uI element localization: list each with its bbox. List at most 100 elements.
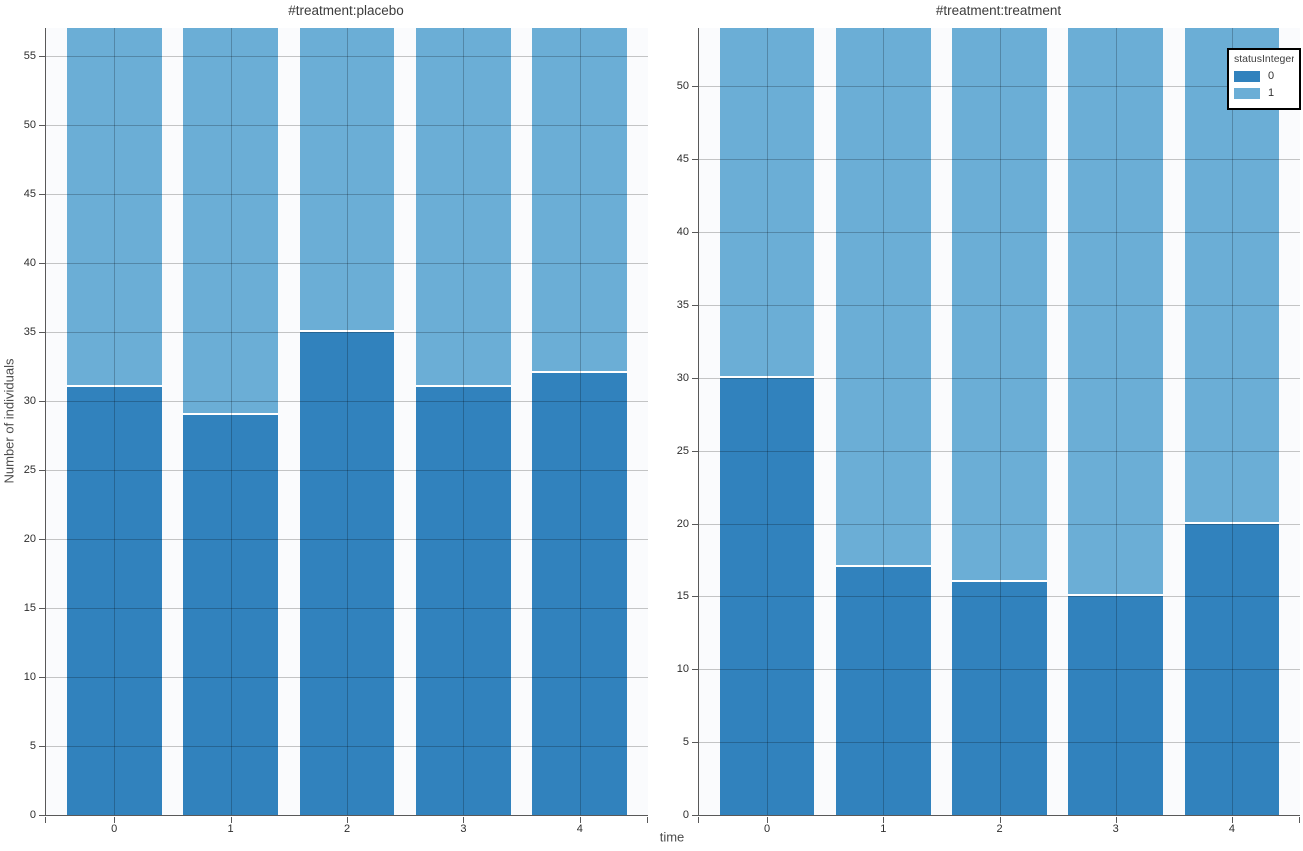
- bar-segment-status-1: [719, 28, 815, 378]
- y-axis-tick-label: 20: [676, 517, 689, 530]
- y-gridline: [699, 377, 1300, 379]
- y-gridline: [46, 538, 648, 540]
- bar-segment-status-1: [835, 28, 931, 568]
- legend: statusInteger 0 1: [1227, 48, 1301, 110]
- y-gridline: [699, 86, 1300, 88]
- y-gridline: [46, 124, 648, 126]
- facet-title-treatment: #treatment:treatment: [935, 3, 1062, 18]
- x-gridline: [463, 28, 465, 815]
- bar-segment-status-0: [415, 386, 511, 815]
- bar-segment-status-1: [1068, 28, 1164, 597]
- y-axis-tick: [691, 232, 698, 234]
- y-gridline: [46, 400, 648, 402]
- x-axis-tick-label: 2: [996, 823, 1003, 835]
- y-axis-tick-label: 35: [23, 325, 36, 338]
- x-gridline: [114, 28, 116, 815]
- x-axis-tick-label: 2: [343, 823, 351, 835]
- x-axis-end-tick: [1299, 816, 1300, 823]
- bar-segment-status-0: [952, 581, 1047, 815]
- x-axis-tick-label: 4: [576, 823, 583, 835]
- x-axis-tick: [579, 816, 581, 823]
- y-gridline: [699, 304, 1300, 306]
- y-axis-title: Number of individuals: [1, 358, 17, 484]
- x-gridline: [999, 28, 1001, 815]
- y-axis-tick: [38, 262, 45, 264]
- x-axis-tick: [463, 816, 465, 823]
- y-axis-tick: [38, 607, 45, 609]
- x-gridline: [883, 28, 885, 815]
- y-axis-tick-label: 55: [23, 49, 36, 62]
- facet-title-placebo: #treatment:placebo: [288, 3, 404, 18]
- x-axis-title: time: [659, 829, 685, 845]
- bar-segment-status-1: [415, 28, 511, 387]
- x-axis-tick: [1115, 816, 1117, 823]
- y-axis-tick-label: 5: [29, 739, 36, 752]
- bar-segment-status-0: [1184, 523, 1280, 815]
- bar-segment-status-1: [183, 28, 279, 415]
- legend-swatch-status-0-icon: [1234, 70, 1260, 82]
- y-axis-tick-label: 10: [676, 663, 689, 676]
- y-gridline: [699, 523, 1300, 525]
- y-axis-tick: [691, 596, 698, 598]
- x-gridline: [767, 28, 769, 815]
- y-axis-tick-label: 20: [23, 532, 36, 545]
- y-axis-tick-label: 50: [23, 118, 36, 131]
- x-gridline: [579, 28, 581, 815]
- y-axis-tick: [691, 523, 698, 525]
- legend-label-0: 0: [1268, 70, 1275, 82]
- x-axis-tick: [1231, 816, 1233, 823]
- y-gridline: [699, 669, 1300, 671]
- y-axis-tick-label: 0: [29, 809, 36, 821]
- x-axis-tick-label: 3: [1112, 823, 1119, 835]
- y-axis-tick: [691, 304, 698, 306]
- x-gridline: [1231, 28, 1233, 815]
- x-axis-tick-label: 1: [880, 823, 887, 835]
- bar-segment-status-1: [66, 28, 162, 387]
- y-axis-tick-label: 30: [23, 394, 36, 407]
- y-axis-tick: [691, 86, 698, 88]
- y-gridline: [46, 331, 648, 333]
- x-gridline: [230, 28, 232, 815]
- y-axis-tick-label: 45: [676, 153, 689, 166]
- y-axis-tick: [38, 469, 45, 471]
- y-gridline: [46, 193, 648, 195]
- y-axis-tick-label: 40: [23, 256, 36, 269]
- legend-title: statusInteger: [1234, 53, 1294, 65]
- bar-segment-status-0: [532, 373, 628, 815]
- bar-segment-status-1: [299, 28, 395, 332]
- y-axis-tick: [691, 450, 698, 452]
- y-axis-tick-label: 0: [682, 809, 689, 821]
- y-gridline: [46, 745, 648, 747]
- y-axis-tick-label: 25: [676, 444, 689, 457]
- y-gridline: [699, 596, 1300, 598]
- y-gridline: [699, 232, 1300, 234]
- x-gridline: [347, 28, 348, 815]
- y-axis-tick: [691, 159, 698, 161]
- y-gridline: [46, 55, 648, 57]
- y-axis-tick: [38, 815, 45, 816]
- y-axis-tick: [691, 815, 698, 816]
- legend-label-1: 1: [1268, 87, 1275, 99]
- bar-segment-status-0: [835, 567, 931, 815]
- y-gridline: [699, 450, 1300, 452]
- x-axis-end-tick: [44, 816, 46, 823]
- x-axis-tick-label: 4: [1228, 823, 1235, 835]
- y-axis-tick: [38, 538, 45, 540]
- bar-segment-status-1: [532, 28, 628, 374]
- y-axis-tick-label: 15: [23, 601, 36, 614]
- x-axis-tick: [883, 816, 885, 823]
- y-axis-tick-label: 40: [676, 226, 689, 239]
- y-gridline: [699, 159, 1300, 161]
- bar-segment-status-1: [952, 28, 1047, 582]
- y-axis-tick-label: 25: [23, 463, 36, 476]
- x-axis-tick-label: 1: [227, 823, 234, 835]
- x-axis-tick: [114, 816, 116, 823]
- y-axis-tick: [38, 124, 45, 126]
- y-gridline: [699, 742, 1300, 744]
- x-axis-tick-label: 0: [111, 823, 118, 835]
- y-axis-tick: [38, 55, 45, 57]
- plot-area-placebo: 0 5 10 15 20 25 30 35 40 45 50 55 0 1 2 3 4: [24, 28, 648, 835]
- y-axis-tick-label: 30: [676, 371, 689, 384]
- x-axis-tick-label: 0: [764, 823, 771, 835]
- y-gridline: [46, 676, 648, 678]
